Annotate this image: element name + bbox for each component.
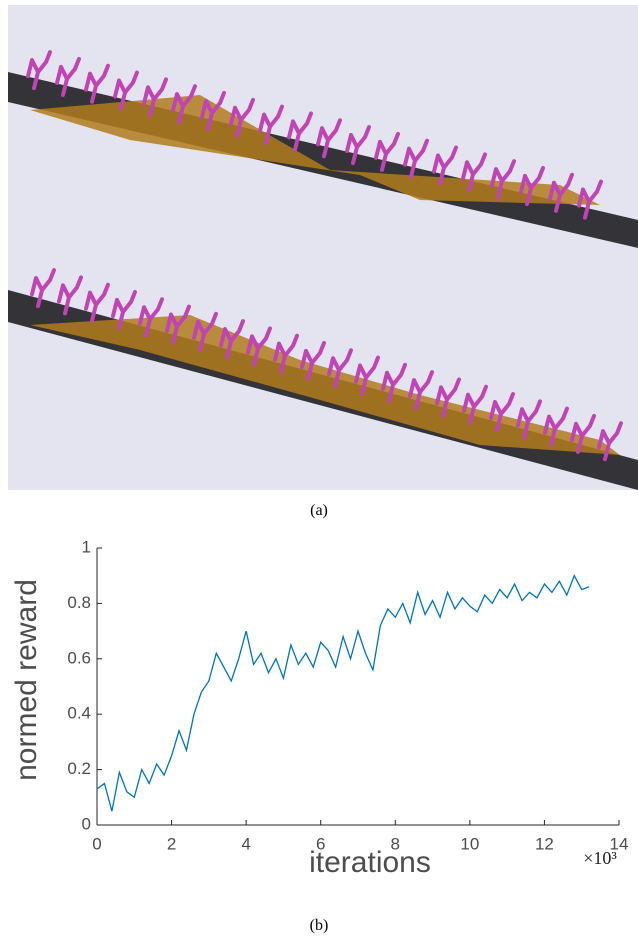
walker (246, 326, 272, 367)
caption: (b) (310, 917, 329, 934)
walker (374, 131, 400, 172)
walker (192, 311, 218, 352)
walker (435, 377, 461, 418)
walker (490, 159, 516, 200)
walker (327, 348, 353, 389)
terrain (30, 95, 600, 205)
walker (570, 413, 596, 454)
walker (258, 104, 284, 145)
walker (219, 319, 245, 360)
chart: iterations normed reward ×10³ 0 0.2 0.4 0.6… (10, 537, 628, 879)
walker (462, 384, 488, 425)
walker (316, 118, 342, 159)
walker (55, 56, 81, 97)
walker (597, 421, 623, 462)
walker (287, 111, 313, 152)
data-line (96, 574, 590, 812)
simulation-image (8, 5, 638, 490)
y-axis-label: normed reward (10, 579, 43, 781)
walkers (26, 50, 623, 462)
walker (300, 341, 326, 381)
walker (57, 275, 83, 316)
walker (111, 289, 137, 330)
walker (84, 282, 110, 323)
walker (26, 50, 52, 91)
walker (519, 165, 545, 206)
x-tick-label: 6 (316, 834, 325, 853)
walker (354, 355, 380, 396)
caption: (a) (310, 502, 328, 519)
walker (273, 333, 299, 374)
y-tick-label: 0.2 (67, 759, 91, 778)
walker (113, 70, 139, 111)
walker (489, 392, 515, 433)
y-tick-label: 0.8 (67, 593, 91, 612)
walker (461, 152, 487, 193)
walker (142, 77, 168, 118)
walker (516, 399, 542, 440)
y-tick-label: 0.4 (67, 704, 91, 723)
x-tick-label: 0 (92, 834, 101, 853)
walker (548, 172, 574, 213)
walker (408, 370, 434, 411)
x-tick-label: 8 (391, 834, 400, 853)
walker (165, 304, 191, 345)
walker (229, 97, 255, 138)
y-tick-label: 0.6 (67, 648, 91, 667)
walker (30, 268, 56, 309)
walker (200, 91, 226, 131)
walker (84, 63, 110, 104)
x-tick-label: 2 (167, 834, 176, 853)
walker (543, 406, 569, 447)
image-background (8, 5, 638, 490)
y-tick-label: 0 (82, 814, 91, 833)
walker (403, 138, 429, 179)
x-tick-label: 10 (460, 834, 479, 853)
walker (138, 297, 164, 338)
x-axis-label: iterations (309, 846, 431, 879)
x-scale-label: ×10³ (583, 848, 617, 868)
walker (345, 125, 371, 166)
x-tick-label: 4 (241, 834, 250, 853)
walker (577, 179, 603, 220)
x-tick-label: 12 (535, 834, 554, 853)
x-tick-label: 14 (610, 834, 629, 853)
walker (171, 84, 197, 125)
y-tick-label: 1 (82, 537, 91, 556)
walker (381, 362, 407, 403)
walker (432, 145, 458, 186)
